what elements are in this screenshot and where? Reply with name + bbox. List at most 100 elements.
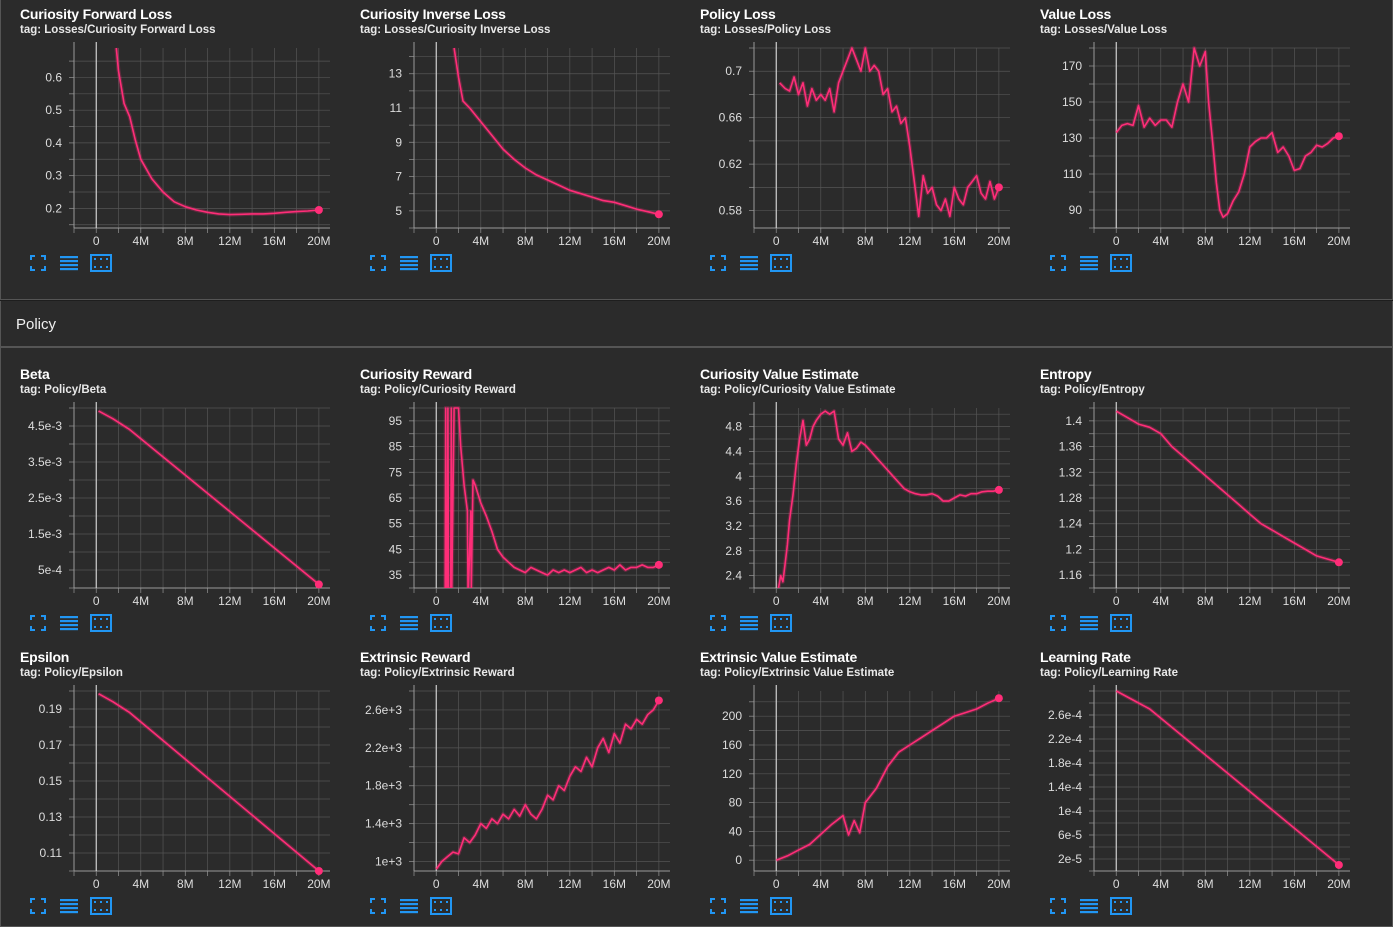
last-point[interactable] [1334,558,1343,567]
toggle-log-scale-icon[interactable] [1080,898,1098,919]
fit-to-data-icon[interactable] [30,255,46,276]
download-icon[interactable] [430,614,452,637]
toggle-log-scale-icon[interactable] [400,615,418,636]
x-tick-label: 0 [93,877,100,891]
toggle-log-scale-icon[interactable] [740,898,758,919]
fit-to-data-icon[interactable] [1050,255,1066,276]
download-icon[interactable] [430,254,452,277]
fit-to-data-icon[interactable] [370,255,386,276]
x-tick-label: 16M [263,594,286,608]
y-tick-label: 1.4 [1065,414,1082,428]
series-line [98,410,320,586]
last-point[interactable] [654,696,663,705]
chart-card-c12: Learning Rate tag: Policy/Learning Rate 2e… [1020,643,1360,923]
line-chart[interactable]: 2.4 2.8 3.2 3.6 4 4.4 4.8 0 4M 8M 12M 16M 20M [680,360,1020,610]
toggle-log-scale-icon[interactable] [60,898,78,919]
line-chart[interactable]: 0.11 0.13 0.15 0.17 0.19 0 4M 8M 12M 16M 20M [0,643,340,893]
fit-to-data-icon[interactable] [370,898,386,919]
x-tick-label: 4M [132,234,149,248]
x-tick-label: 20M [987,234,1010,248]
download-icon[interactable] [90,614,112,637]
fit-to-data-icon[interactable] [370,615,386,636]
x-tick-label: 4M [472,877,489,891]
last-point[interactable] [1334,132,1343,141]
chart-card-c10: Extrinsic Reward tag: Policy/Extrinsic Re… [340,643,680,923]
y-tick-label: 0.66 [719,111,743,125]
x-tick-label: 16M [1283,594,1306,608]
last-point[interactable] [994,485,1003,494]
x-tick-label: 0 [433,234,440,248]
download-icon[interactable] [1110,897,1132,920]
chart-title: Learning Rate [1040,649,1131,665]
download-icon[interactable] [1110,254,1132,277]
fit-to-data-icon[interactable] [710,255,726,276]
line-chart[interactable]: 0 40 80 120 160 200 0 4M 8M 12M 16M 20M [680,643,1020,893]
line-chart[interactable]: 1e+3 1.4e+3 1.8e+3 2.2e+3 2.6e+3 0 4M 8M 12M 16M 2… [340,643,680,893]
line-chart[interactable]: 90 110 130 150 170 0 4M 8M 12M 16M 20M [1020,0,1360,250]
line-chart[interactable]: 0.58 0.62 0.66 0.7 0 4M 8M 12M 16M 20M [680,0,1020,250]
series-line [115,47,319,216]
download-icon[interactable] [430,897,452,920]
last-point[interactable] [314,206,323,214]
y-tick-label: 3.6 [725,494,742,508]
last-point[interactable] [994,183,1003,192]
series-line [776,697,1000,861]
toggle-log-scale-icon[interactable] [400,898,418,919]
y-tick-label: 0.62 [719,157,743,171]
fit-to-data-icon[interactable] [30,898,46,919]
y-tick-label: 4.8 [725,420,742,434]
last-point[interactable] [654,210,663,219]
line-chart[interactable]: 5e-4 1.5e-3 2.5e-3 3.5e-3 4.5e-3 0 4M 8M 12M 16M 2… [0,360,340,610]
x-tick-label: 0 [1113,594,1120,608]
line-chart[interactable]: 0.2 0.3 0.4 0.5 0.6 0 4M 8M 12M 16M 20M [0,0,340,250]
toggle-log-scale-icon[interactable] [740,615,758,636]
line-chart[interactable]: 1.16 1.2 1.24 1.28 1.32 1.36 1.4 0 4M 8M 12M 16M 20M [1020,360,1360,610]
x-tick-label: 8M [857,594,874,608]
last-point[interactable] [314,867,323,875]
y-tick-label: 0.58 [719,204,743,218]
y-tick-label: 75 [389,465,403,479]
fit-to-data-icon[interactable] [30,615,46,636]
chart-tag: tag: Policy/Learning Rate [1040,667,1179,679]
y-tick-label: 5 [395,204,402,218]
toggle-log-scale-icon[interactable] [400,255,418,276]
line-chart[interactable]: 2e-5 6e-5 1e-4 1.4e-4 1.8e-4 2.2e-4 2.6e-4 0 4M 8… [1020,643,1360,893]
toggle-log-scale-icon[interactable] [60,255,78,276]
last-point[interactable] [994,694,1003,703]
chart-title: Curiosity Forward Loss [20,6,172,22]
y-tick-label: 0.6 [45,70,62,84]
line-chart[interactable]: 35 45 55 65 75 85 95 0 4M 8M 12M 16M 20M [340,360,680,610]
fit-to-data-icon[interactable] [1050,898,1066,919]
download-icon[interactable] [90,254,112,277]
x-tick-label: 8M [177,594,194,608]
policy-section-header[interactable]: Policy [0,301,1393,347]
fit-to-data-icon[interactable] [1050,615,1066,636]
toggle-log-scale-icon[interactable] [1080,255,1098,276]
y-tick-label: 1.8e+3 [365,779,402,793]
x-tick-label: 8M [177,234,194,248]
download-icon[interactable] [770,897,792,920]
download-icon[interactable] [90,897,112,920]
toggle-log-scale-icon[interactable] [740,255,758,276]
x-tick-label: 0 [93,234,100,248]
chart-title: Entropy [1040,366,1092,382]
chart-card-c1: Curiosity Forward Loss tag: Losses/Curios… [0,0,340,280]
y-tick-label: 80 [729,796,743,810]
y-tick-label: 1.2 [1065,542,1082,556]
download-icon[interactable] [770,254,792,277]
toggle-log-scale-icon[interactable] [1080,615,1098,636]
x-tick-label: 8M [1197,594,1214,608]
last-point[interactable] [654,560,663,569]
download-icon[interactable] [1110,614,1132,637]
x-tick-label: 8M [517,594,534,608]
chart-title: Policy Loss [700,6,776,22]
x-tick-label: 16M [603,877,626,891]
x-tick-label: 12M [1238,234,1261,248]
line-chart[interactable]: 5 7 9 11 13 0 4M 8M 12M 16M 20M [340,0,680,250]
download-icon[interactable] [770,614,792,637]
last-point[interactable] [1334,860,1343,869]
toggle-log-scale-icon[interactable] [60,615,78,636]
last-point[interactable] [314,580,323,589]
fit-to-data-icon[interactable] [710,898,726,919]
fit-to-data-icon[interactable] [710,615,726,636]
